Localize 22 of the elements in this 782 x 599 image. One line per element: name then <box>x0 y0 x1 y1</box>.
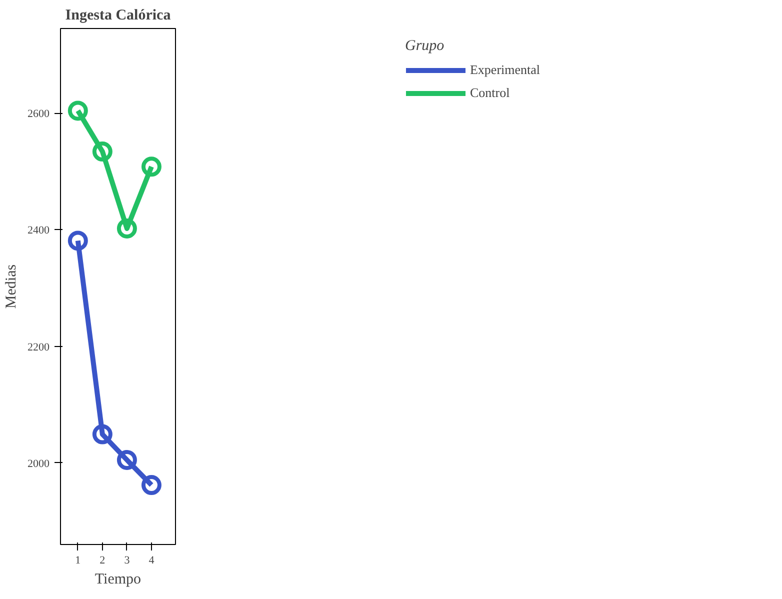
point <box>116 218 137 238</box>
point <box>68 230 88 251</box>
point <box>92 142 112 162</box>
legend-label: Control <box>470 85 510 101</box>
point <box>141 156 162 177</box>
x-tick-label: 1 <box>75 554 81 566</box>
legend-label: Experimental <box>470 62 540 78</box>
x-tick-label: 2 <box>100 554 106 566</box>
chart-title: Ingesta Calórica <box>65 8 172 24</box>
point <box>68 100 88 121</box>
x-tick-label: 4 <box>148 554 155 566</box>
y-tick-label: 2400 <box>28 224 50 237</box>
x-tick-label: 3 <box>124 554 130 566</box>
y-tick-label: 2200 <box>28 341 50 354</box>
y-tick-label: 2600 <box>28 108 50 120</box>
x-axis-title: Tiempo <box>94 572 142 588</box>
point <box>92 424 112 444</box>
legend-title: Grupo <box>404 38 446 55</box>
y-tick-label: 2000 <box>28 458 50 470</box>
point <box>116 450 137 470</box>
point <box>141 475 162 496</box>
y-axis-title: Medias <box>4 264 20 309</box>
